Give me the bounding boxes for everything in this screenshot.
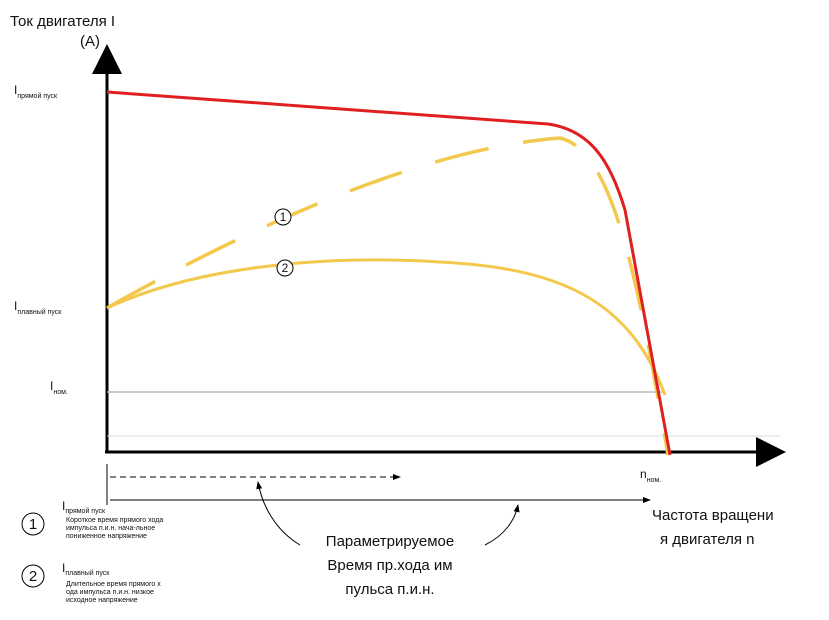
legend-title: Iпрямой пуск bbox=[62, 499, 106, 515]
annotation: Время пр.хода им bbox=[327, 557, 452, 574]
speed-label: nном. bbox=[640, 467, 661, 484]
level-symbol: I bbox=[14, 83, 17, 97]
level-symbol: I bbox=[50, 379, 53, 393]
marker-circle bbox=[276, 259, 294, 277]
curve-marker: 2 bbox=[282, 261, 289, 275]
legend-marker: 2 bbox=[29, 568, 37, 585]
legend-text: пониженное напряжение bbox=[66, 533, 147, 540]
y-label: Ток двигателя I bbox=[10, 13, 115, 30]
legend-circle bbox=[21, 564, 45, 588]
legend-text: исходное напряжение bbox=[66, 597, 138, 604]
speed-symbol: n bbox=[640, 467, 647, 481]
level-label: Iплавный пуск bbox=[14, 299, 62, 316]
legend-text: импульса п.и.н. нача-льное bbox=[66, 525, 155, 532]
pointer bbox=[256, 481, 301, 546]
level-sub: плавный пуск bbox=[17, 308, 62, 316]
x-label: Частота вращени bbox=[652, 507, 774, 524]
curve-direct bbox=[106, 90, 672, 456]
curve-marker: 1 bbox=[280, 210, 287, 224]
y-unit: (A) bbox=[80, 33, 100, 50]
legend-marker: 1 bbox=[29, 516, 37, 533]
legend-text: ода импульса п.и.н. низкое bbox=[66, 589, 154, 596]
legend-sub: прямой пуск bbox=[65, 507, 106, 515]
legend-sub: плавный пуск bbox=[65, 569, 110, 577]
legend-circle bbox=[21, 512, 45, 536]
curve-1 bbox=[106, 136, 670, 456]
annotation: Параметрируемое bbox=[326, 533, 454, 550]
level-sub: ном. bbox=[53, 389, 68, 396]
level-sub: прямой пуск bbox=[17, 92, 58, 100]
marker-circle bbox=[274, 208, 292, 226]
legend-symbol: I bbox=[62, 499, 65, 513]
speed-sub: ном. bbox=[647, 477, 662, 484]
legend-text: Длительное время прямого х bbox=[66, 581, 161, 588]
curve-2 bbox=[106, 258, 667, 396]
legend-symbol: I bbox=[62, 561, 65, 575]
annotation: пульса п.и.н. bbox=[345, 581, 434, 598]
level-label: Iпрямой пуск bbox=[14, 83, 58, 100]
pointer bbox=[484, 504, 520, 546]
x-label: я двигателя n bbox=[660, 531, 754, 548]
level-symbol: I bbox=[14, 299, 17, 313]
legend-title: Iплавный пуск bbox=[62, 561, 110, 577]
legend-text: Короткое время прямого хода bbox=[66, 517, 163, 524]
level-label: Iном. bbox=[50, 379, 68, 396]
